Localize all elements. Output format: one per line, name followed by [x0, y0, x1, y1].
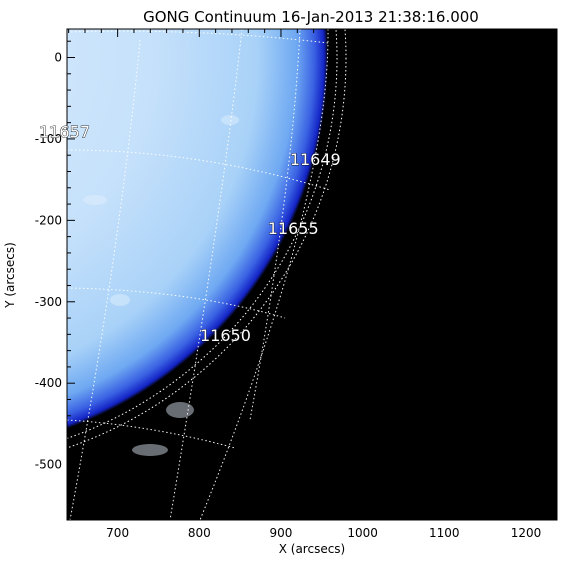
- grid-meridian-2: [249, 29, 301, 421]
- grid-parallel-2: [67, 149, 331, 191]
- x-tick-label: 1200: [511, 526, 542, 540]
- active-region-label: 11655: [268, 219, 319, 238]
- chart-title: GONG Continuum 16-Jan-2013 21:38:16.000: [143, 8, 479, 26]
- limb-outline: [67, 29, 347, 449]
- x-tick-label: 1100: [429, 526, 460, 540]
- limb-outline-outer: [67, 29, 347, 449]
- y-axis-label: Y (arcsecs): [3, 242, 17, 309]
- plot-frame: [66, 28, 558, 521]
- y-tick-label: -100: [35, 132, 62, 146]
- active-region-labels: 11657 11649 11655 11650: [39, 122, 341, 345]
- active-region-label: 11657: [39, 122, 90, 141]
- solar-disk: [67, 29, 328, 429]
- disk-texture: [83, 115, 239, 456]
- y-tick-label: -200: [35, 213, 62, 227]
- x-tick-label: 700: [106, 526, 129, 540]
- x-tick-label: 800: [188, 526, 211, 540]
- grid-meridian-1: [169, 29, 243, 520]
- heliographic-grid: [67, 29, 331, 520]
- y-tick-label: -400: [35, 376, 62, 390]
- grid-parallel-4: [67, 419, 236, 449]
- y-tick-label: -300: [35, 295, 62, 309]
- grid-parallel-1: [67, 30, 329, 44]
- y-tick-label: 0: [54, 50, 62, 64]
- limb-outline-inner: [67, 29, 338, 439]
- grid-parallel-3: [67, 287, 286, 319]
- x-axis-label: X (arcsecs): [279, 542, 346, 556]
- active-region-label: 11649: [290, 150, 341, 169]
- axis-ticks: [67, 29, 557, 520]
- axis-tick-labels: 700 800 900 1000 1100 1200 0 -100 -200 -300 -400 -5…: [35, 50, 541, 540]
- x-tick-label: 1000: [347, 526, 378, 540]
- x-tick-label: 900: [270, 526, 293, 540]
- y-tick-label: -500: [35, 458, 62, 472]
- active-region-label: 11650: [200, 326, 251, 345]
